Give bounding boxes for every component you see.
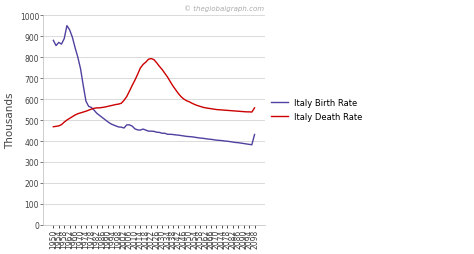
Italy Death Rate	[211, 108, 217, 111]
Italy Birth Rate	[64, 25, 70, 28]
Italy Birth Rate	[252, 133, 257, 136]
Italy Birth Rate	[206, 138, 211, 141]
Line: Italy Death Rate: Italy Death Rate	[54, 59, 255, 127]
Italy Death Rate	[252, 107, 257, 110]
Italy Death Rate	[51, 126, 56, 129]
Italy Death Rate	[219, 109, 225, 112]
Italy Birth Rate	[219, 139, 225, 142]
Italy Birth Rate	[249, 144, 255, 147]
Italy Birth Rate	[214, 139, 219, 142]
Legend: Italy Birth Rate, Italy Death Rate: Italy Birth Rate, Italy Death Rate	[271, 99, 363, 122]
Y-axis label: Thousands: Thousands	[6, 92, 16, 149]
Italy Death Rate	[206, 107, 211, 110]
Italy Birth Rate	[51, 40, 56, 43]
Italy Death Rate	[67, 117, 73, 120]
Italy Death Rate	[148, 58, 154, 61]
Italy Birth Rate	[70, 37, 75, 40]
Italy Death Rate	[214, 108, 219, 112]
Italy Death Rate	[233, 110, 238, 113]
Italy Birth Rate	[211, 139, 217, 142]
Italy Birth Rate	[233, 141, 238, 145]
Line: Italy Birth Rate: Italy Birth Rate	[54, 26, 255, 145]
Text: © theglobalgraph.com: © theglobalgraph.com	[184, 5, 264, 12]
